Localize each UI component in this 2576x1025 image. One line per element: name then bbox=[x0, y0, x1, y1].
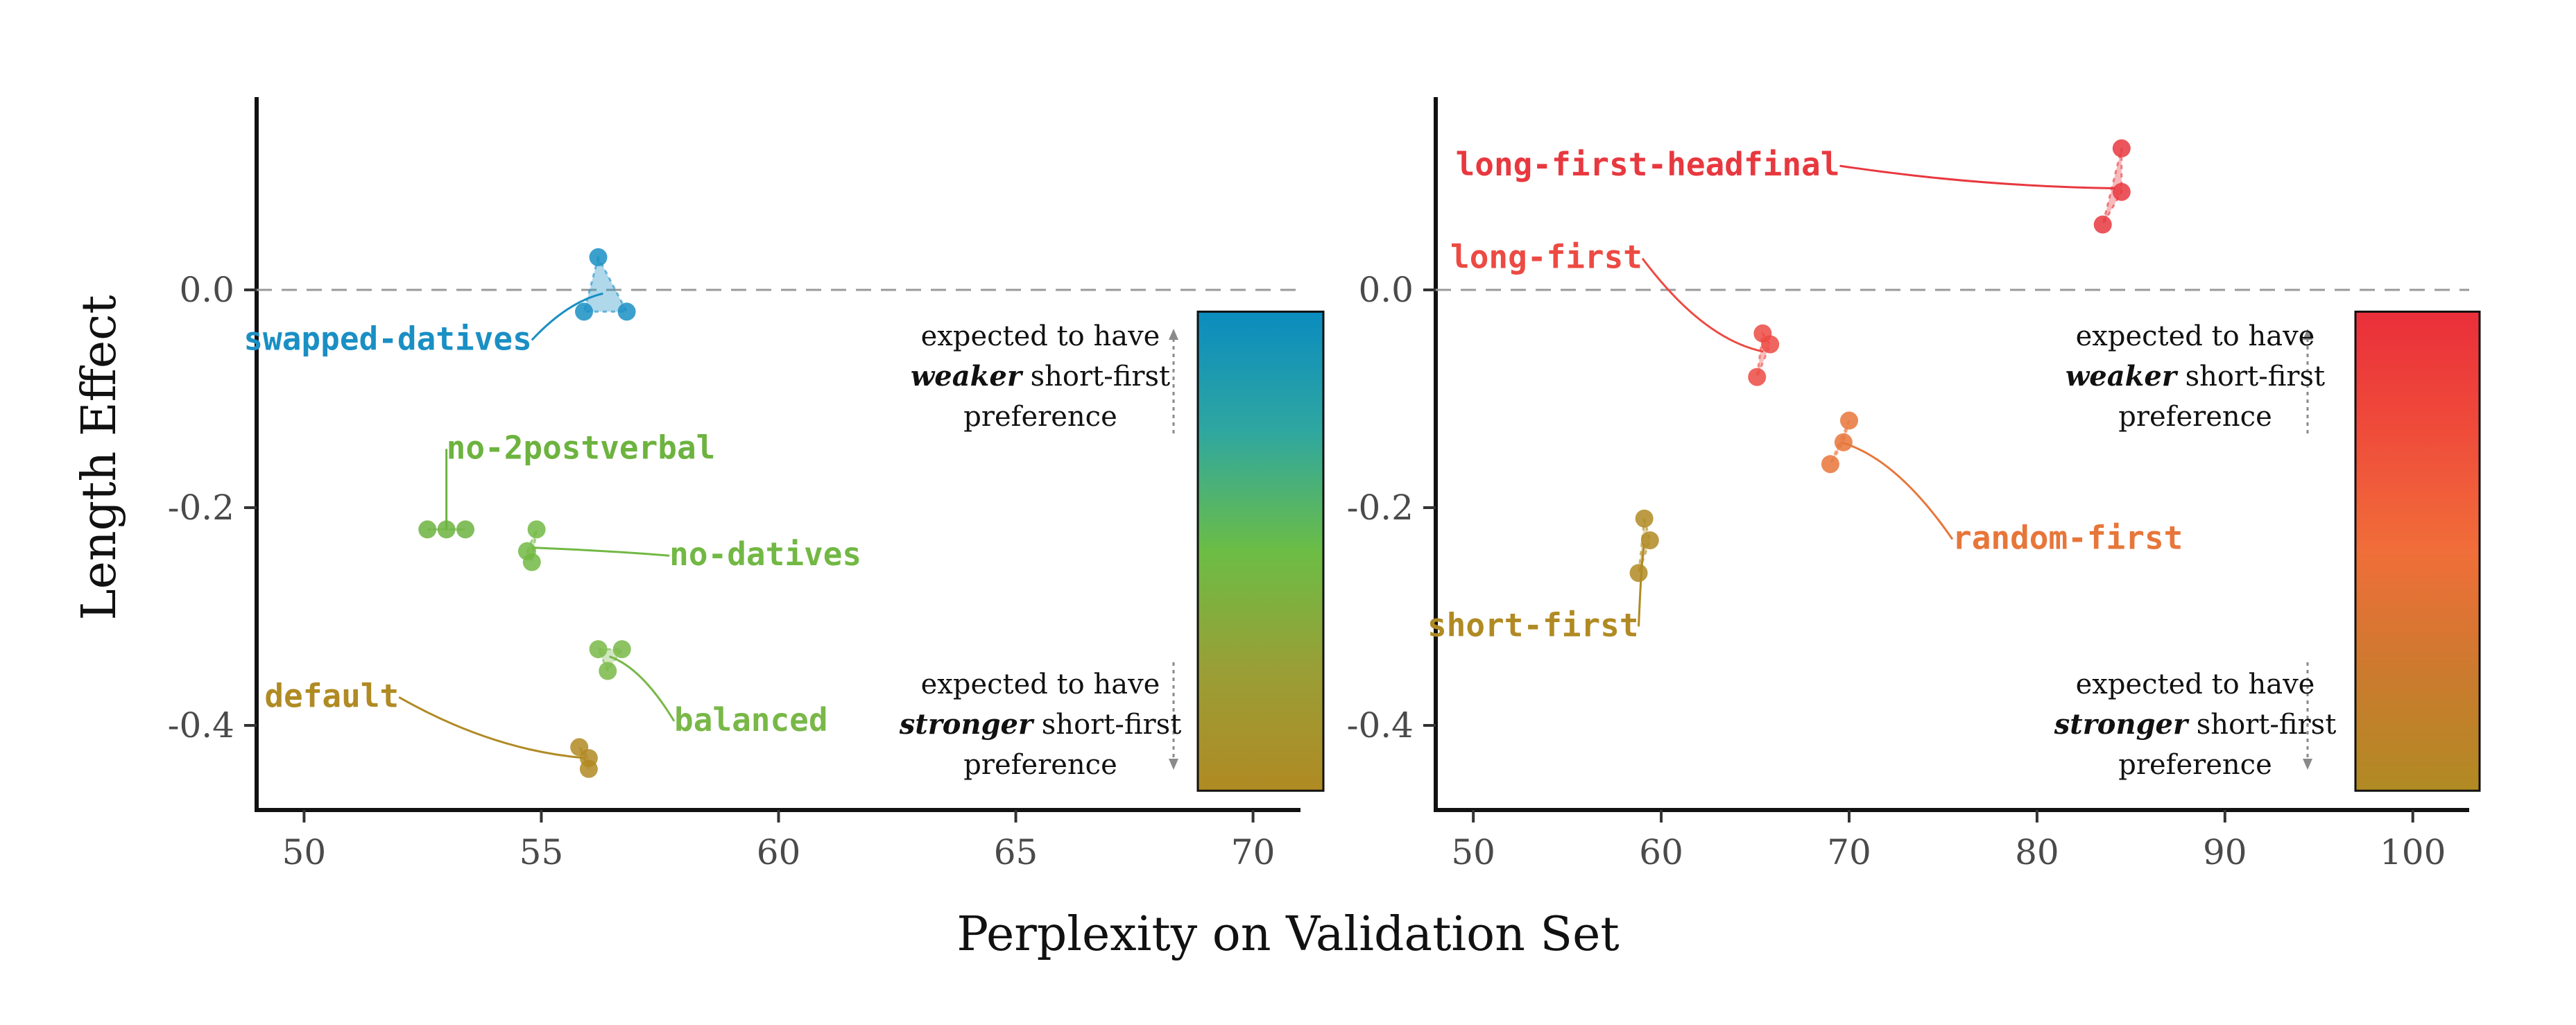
note-line: expected to have bbox=[921, 669, 1160, 700]
data-point bbox=[2112, 139, 2131, 157]
series-random-first: random-first bbox=[1821, 411, 2183, 557]
panels: 0.0 -0.2 -0.4 50 55 60 65 70 expected to have wea… bbox=[168, 97, 2481, 872]
x-tick-label: 90 bbox=[2203, 832, 2247, 872]
colorbar bbox=[2354, 310, 2481, 792]
label-leader bbox=[531, 546, 670, 557]
series-long-first: long-first bbox=[1450, 239, 1780, 386]
note-line: weaker short-first bbox=[911, 360, 1170, 393]
series-long-first-headfinal: long-first-headfinal bbox=[1456, 139, 2131, 234]
y-tick-label: -0.4 bbox=[1347, 705, 1414, 746]
series-label: default bbox=[264, 677, 399, 714]
x-tick-label: 80 bbox=[2015, 832, 2059, 872]
series-balanced: balanced bbox=[589, 640, 828, 739]
label-leader bbox=[1839, 164, 2115, 189]
data-point bbox=[575, 302, 594, 321]
data-point bbox=[589, 248, 608, 266]
data-point bbox=[579, 759, 598, 778]
y-tick-label: 0.0 bbox=[179, 270, 234, 310]
series-label: long-first bbox=[1450, 239, 1642, 276]
data-point bbox=[1761, 335, 1780, 354]
label-leader bbox=[609, 655, 676, 722]
up-arrow-head bbox=[1169, 329, 1178, 340]
series-label: swapped-datives bbox=[243, 320, 531, 357]
data-point bbox=[1748, 368, 1767, 386]
panel-2: 0.0 -0.2 -0.4 50 60 70 80 90 100 expected to have… bbox=[1347, 97, 2481, 872]
data-point bbox=[522, 553, 541, 571]
label-leader bbox=[531, 292, 603, 341]
series-label: no-datives bbox=[669, 535, 861, 573]
y-axis-title: Length Effect bbox=[72, 295, 127, 620]
x-tick-label: 55 bbox=[520, 832, 564, 872]
series-label: balanced bbox=[674, 701, 828, 739]
series-default: default bbox=[264, 677, 598, 778]
x-tick-label: 100 bbox=[2380, 832, 2446, 872]
data-point bbox=[599, 662, 617, 680]
x-tick-label: 60 bbox=[757, 832, 801, 872]
note-line: expected to have bbox=[2076, 669, 2315, 700]
x-axis-title: Perplexity on Validation Set bbox=[956, 907, 1619, 962]
colorbar bbox=[1196, 310, 1325, 792]
x-tick-label: 60 bbox=[1639, 832, 1683, 872]
label-leader bbox=[1840, 441, 1954, 540]
x-tick-label: 50 bbox=[1451, 832, 1495, 872]
note-line: stronger short-first bbox=[2054, 708, 2337, 741]
data-point bbox=[2112, 182, 2131, 201]
label-leader bbox=[1641, 257, 1764, 353]
series-label: no-2postverbal bbox=[447, 429, 716, 466]
panel-1: 0.0 -0.2 -0.4 50 55 60 65 70 expected to have wea… bbox=[168, 97, 1325, 872]
note-line: expected to have bbox=[2076, 320, 2315, 352]
series-label: random-first bbox=[1952, 519, 2183, 557]
note-line: preference bbox=[963, 401, 1117, 433]
data-point bbox=[2093, 215, 2112, 234]
series-short-first: short-first bbox=[1427, 509, 1659, 644]
label-leader bbox=[1638, 544, 1646, 627]
y-tick-label: -0.4 bbox=[168, 705, 234, 746]
series-hull bbox=[2102, 148, 2123, 225]
data-point bbox=[1840, 411, 1858, 430]
data-point bbox=[612, 640, 631, 659]
up-arrow-head bbox=[2303, 329, 2312, 340]
note-line: weaker short-first bbox=[2066, 360, 2325, 393]
data-point bbox=[1629, 564, 1648, 583]
note-line: stronger short-first bbox=[899, 708, 1182, 741]
series-label: short-first bbox=[1427, 606, 1639, 644]
data-point bbox=[1640, 531, 1659, 550]
y-tick-label: 0.0 bbox=[1358, 270, 1414, 310]
data-point bbox=[1635, 509, 1654, 528]
data-point bbox=[418, 520, 437, 539]
down-arrow-head bbox=[1169, 759, 1178, 770]
data-point bbox=[456, 520, 474, 539]
note-line: preference bbox=[963, 749, 1117, 781]
series-no-datives: no-datives bbox=[517, 520, 861, 573]
x-tick-label: 70 bbox=[1827, 832, 1871, 872]
series-label: long-first-headfinal bbox=[1456, 146, 1840, 183]
series-hull bbox=[583, 254, 629, 313]
series-swapped-datives: swapped-datives bbox=[243, 248, 636, 357]
x-tick-label: 50 bbox=[282, 832, 327, 872]
y-tick-label: -0.2 bbox=[1347, 488, 1414, 528]
data-point bbox=[617, 302, 636, 321]
data-point bbox=[589, 640, 608, 659]
x-tick-label: 70 bbox=[1231, 832, 1276, 872]
down-arrow-head bbox=[2303, 759, 2312, 770]
series-no-2postverbal: no-2postverbal bbox=[418, 429, 716, 539]
label-leader bbox=[398, 696, 586, 759]
note-line: expected to have bbox=[921, 320, 1160, 352]
data-point bbox=[527, 520, 546, 539]
x-tick-label: 65 bbox=[994, 832, 1038, 872]
note-line: preference bbox=[2118, 749, 2272, 781]
data-point bbox=[1821, 455, 1839, 474]
y-tick-label: -0.2 bbox=[168, 488, 234, 528]
note-line: preference bbox=[2118, 401, 2272, 433]
